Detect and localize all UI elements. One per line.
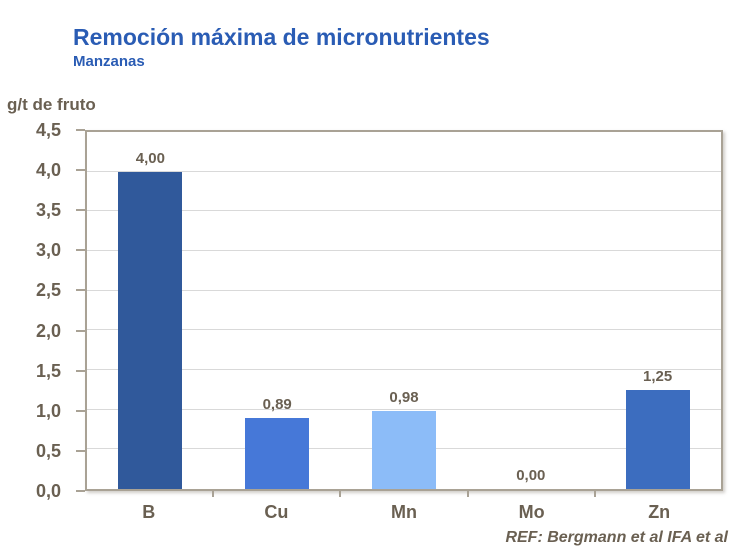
x-axis-category-label: Cu [264, 502, 289, 522]
bar-value-label: 0,00 [516, 467, 546, 484]
x-axis-category-label: Mn [391, 502, 417, 522]
x-axis-tick-mark [339, 491, 342, 497]
gridline [87, 250, 721, 251]
plot-area: 4,00 0,89 0,98 0,00 1,25 [85, 130, 723, 491]
y-axis-tick-label: 3,0 [35, 240, 61, 261]
y-axis-tick-mark [76, 129, 85, 131]
y-axis-tick-label: 2,0 [35, 320, 61, 341]
x-axis-tick-mark [466, 491, 469, 497]
gridline [87, 170, 721, 172]
bar-mn [372, 411, 436, 489]
plot-region: 4,00 0,89 0,98 0,00 1,25 0,0 0,5 1,0 1,5 2,0 2,5 3… [36, 120, 723, 522]
x-axis-tick-mark [211, 491, 214, 497]
gridline [87, 289, 721, 291]
reference-text: REF: Bergmann et al IFA et al [505, 529, 728, 546]
y-axis-tick-mark [76, 409, 85, 412]
bar-value-label: 0,89 [262, 396, 292, 414]
y-axis-tick-label: 4,5 [35, 120, 61, 140]
gridline [87, 369, 721, 370]
y-axis-tick-mark [76, 169, 85, 172]
bar-zn [625, 389, 690, 489]
y-axis-tick-mark [76, 289, 85, 292]
y-axis-tick-mark [76, 449, 85, 452]
y-axis-tick-mark [76, 369, 85, 372]
gridline [87, 210, 721, 212]
gridline [87, 408, 721, 410]
y-axis-tick-mark [76, 329, 85, 332]
y-axis-tick-label: 1,5 [35, 360, 61, 381]
y-axis-tick-mark [76, 249, 85, 252]
x-axis-category-label: Zn [648, 502, 671, 522]
bar-b [118, 171, 183, 489]
y-axis-tick-label: 4,0 [35, 160, 61, 181]
y-axis-tick-label: 2,5 [35, 280, 61, 301]
chart-subtitle: Manzanas [73, 53, 145, 70]
x-axis-category-label: B [142, 502, 156, 522]
bar-cu [245, 418, 310, 489]
gridline [87, 329, 721, 331]
y-axis-tick-mark [76, 490, 85, 492]
y-axis-tick-mark [76, 209, 85, 212]
y-axis-tick-label: 3,5 [35, 200, 61, 221]
y-axis-tick-label: 1,0 [35, 400, 61, 421]
bar-value-label: 0,98 [389, 389, 419, 407]
bar-value-label: 1,25 [642, 367, 673, 385]
x-axis-category-label: Mo [518, 502, 545, 522]
x-axis-tick-mark [594, 491, 597, 497]
chart-title: Remoción máxima de micronutrientes [73, 24, 490, 50]
bar-value-label: 4,00 [135, 149, 165, 167]
y-axis-unit-label: g/t de fruto [7, 95, 96, 114]
y-axis-tick-label: 0,0 [35, 481, 61, 501]
y-axis-tick-label: 0,5 [35, 440, 61, 461]
